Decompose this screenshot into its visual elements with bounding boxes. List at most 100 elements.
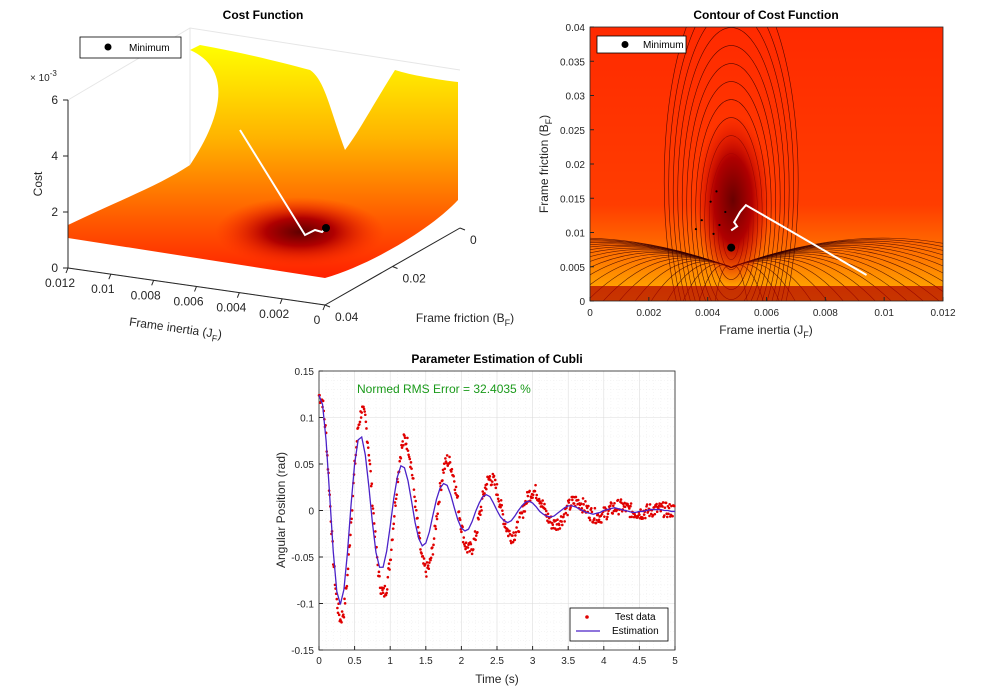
test-data-point (668, 502, 671, 506)
test-data-point (438, 500, 441, 504)
test-data-point (661, 505, 664, 508)
test-data-point (452, 474, 455, 478)
estimation-y-tick-label: 0 (308, 507, 314, 518)
test-data-point (497, 499, 501, 503)
test-data-point (360, 411, 364, 414)
test-data-point (673, 504, 676, 508)
test-data-point (648, 503, 652, 506)
test-data-point (435, 514, 438, 518)
test-data-point (499, 498, 503, 502)
test-data-point (639, 508, 642, 511)
contour-minimum-marker (727, 243, 736, 252)
test-data-point (574, 495, 578, 499)
contour-line (681, 45, 781, 301)
test-data-point (629, 504, 632, 508)
test-data-point (340, 610, 344, 613)
contour-y-tick-label: 0.02 (566, 160, 586, 171)
test-data-point (606, 512, 610, 516)
test-data-point (344, 587, 348, 590)
test-data-point (485, 482, 489, 486)
test-data-point (581, 497, 585, 500)
friction-tick-mark (324, 304, 331, 308)
estimation-y-tick-label: 0.05 (295, 460, 315, 471)
test-data-point (664, 501, 668, 505)
test-data-point (615, 508, 619, 512)
test-data-point (321, 399, 325, 403)
test-data-point (368, 459, 371, 462)
test-data-point (394, 497, 398, 501)
contour-path-dot (694, 227, 698, 231)
test-data-point (516, 520, 520, 524)
test-data-point (343, 597, 346, 601)
test-data-point (359, 416, 363, 419)
test-data-point (477, 517, 480, 521)
test-data-point (371, 504, 374, 508)
test-data-point (641, 517, 645, 520)
test-data-point (434, 527, 438, 531)
test-data-point (543, 507, 547, 511)
test-data-point (367, 453, 371, 457)
contour-line (686, 63, 776, 301)
test-data-point (587, 504, 590, 508)
estimation-x-ticks: 0 0.5 1 1.5 2 2.5 3 3.5 4 4.5 5 (316, 646, 678, 667)
test-data-point (593, 517, 596, 520)
test-data-point (660, 502, 663, 506)
test-data-point (629, 502, 633, 505)
test-data-point (655, 510, 659, 514)
test-data-point (512, 531, 515, 534)
test-data-point (468, 550, 472, 553)
test-data-point (346, 567, 350, 571)
inertia-ticks: 0.012 0.01 0.008 0.006 0.004 0.002 0 (45, 267, 326, 327)
test-data-point (456, 494, 460, 498)
test-data-point (623, 505, 627, 509)
test-data-point (350, 509, 354, 512)
test-data-point (563, 520, 566, 523)
test-data-point (509, 539, 512, 543)
test-data-point (659, 509, 663, 513)
test-data-point (466, 546, 470, 549)
test-data-point (495, 482, 499, 486)
test-data-point (461, 540, 465, 544)
test-data-point (429, 558, 432, 562)
test-data-point (667, 512, 670, 516)
test-data-point (410, 467, 413, 470)
test-data-point (340, 620, 343, 624)
test-data-point (348, 544, 352, 547)
test-data-point (515, 526, 518, 529)
test-data-point (374, 530, 377, 533)
test-data-point (436, 512, 439, 516)
test-data-point (506, 534, 510, 538)
test-data-point (392, 522, 396, 526)
test-data-point (500, 503, 504, 507)
test-data-point (460, 530, 463, 534)
test-data-point (372, 511, 375, 515)
test-data-point (514, 534, 517, 537)
test-data-point (391, 527, 395, 530)
test-data-point (377, 570, 381, 574)
test-data-point (474, 534, 478, 537)
test-data-point (387, 562, 391, 565)
contour-opt-path (730, 203, 868, 276)
test-data-point (385, 588, 389, 591)
test-data-point (476, 531, 479, 534)
test-data-point (381, 591, 385, 595)
test-data-point (442, 471, 445, 474)
contour-line (590, 238, 732, 268)
test-data-point (336, 606, 339, 610)
test-data-point (453, 488, 457, 492)
test-data-point (408, 457, 412, 461)
test-data-point (345, 584, 349, 588)
test-data-point (568, 498, 571, 502)
test-data-point (399, 456, 403, 460)
test-data-point (517, 530, 521, 533)
test-data-point (611, 504, 615, 508)
test-data-point (393, 501, 397, 504)
test-data-point (343, 602, 347, 605)
test-data-point (474, 538, 477, 542)
test-data-point (362, 407, 366, 411)
test-data-point (363, 413, 367, 417)
estimation-x-tick-label: 2 (459, 656, 465, 667)
test-data-point (438, 481, 442, 485)
test-data-point (382, 586, 385, 590)
